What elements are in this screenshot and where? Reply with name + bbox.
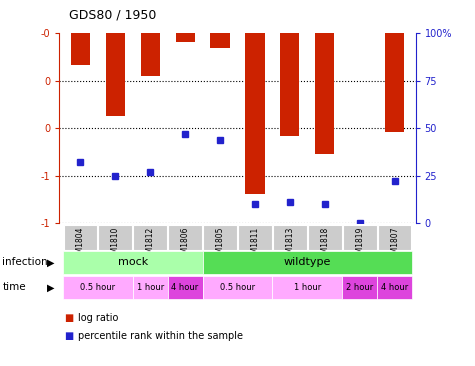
Text: time: time <box>2 282 26 292</box>
Text: GSM1813: GSM1813 <box>285 226 294 263</box>
Text: GDS80 / 1950: GDS80 / 1950 <box>69 9 156 22</box>
Bar <box>273 276 342 299</box>
Bar <box>71 33 90 65</box>
Bar <box>63 251 202 274</box>
Bar <box>315 33 334 154</box>
Bar <box>308 225 342 250</box>
Bar <box>63 276 133 299</box>
Text: GSM1804: GSM1804 <box>76 226 85 263</box>
Text: 4 hour: 4 hour <box>381 283 408 292</box>
Text: 2 hour: 2 hour <box>346 283 373 292</box>
Text: GSM1812: GSM1812 <box>146 226 155 262</box>
Text: GSM1811: GSM1811 <box>250 226 259 262</box>
Text: ▶: ▶ <box>47 282 55 292</box>
Text: wildtype: wildtype <box>284 257 331 268</box>
Bar <box>377 276 412 299</box>
Text: GSM1807: GSM1807 <box>390 226 399 263</box>
Text: GSM1818: GSM1818 <box>320 226 329 262</box>
Bar <box>280 33 300 137</box>
Bar <box>168 276 202 299</box>
Bar <box>168 225 202 250</box>
Text: 4 hour: 4 hour <box>171 283 199 292</box>
Bar <box>141 33 160 76</box>
Bar <box>64 225 97 250</box>
Text: 0.5 hour: 0.5 hour <box>80 283 115 292</box>
Text: infection: infection <box>2 257 48 268</box>
Bar <box>246 33 265 194</box>
Bar <box>133 276 168 299</box>
Text: percentile rank within the sample: percentile rank within the sample <box>78 331 243 341</box>
Bar <box>202 251 412 274</box>
Bar <box>210 33 229 48</box>
Text: GSM1805: GSM1805 <box>216 226 225 263</box>
Text: log ratio: log ratio <box>78 313 119 323</box>
Bar <box>378 225 411 250</box>
Text: 1 hour: 1 hour <box>294 283 321 292</box>
Text: GSM1806: GSM1806 <box>180 226 190 263</box>
Text: ▶: ▶ <box>47 257 55 268</box>
Bar <box>203 225 237 250</box>
Bar <box>343 225 377 250</box>
Bar <box>98 225 132 250</box>
Bar <box>105 33 125 116</box>
Text: mock: mock <box>118 257 148 268</box>
Text: GSM1810: GSM1810 <box>111 226 120 263</box>
Bar <box>342 276 377 299</box>
Bar <box>273 225 307 250</box>
Text: ■: ■ <box>64 331 73 341</box>
Bar <box>133 225 167 250</box>
Bar <box>202 276 273 299</box>
Bar <box>385 33 404 132</box>
Bar <box>175 33 195 42</box>
Text: ■: ■ <box>64 313 73 323</box>
Text: 0.5 hour: 0.5 hour <box>220 283 255 292</box>
Text: 1 hour: 1 hour <box>136 283 164 292</box>
Bar <box>238 225 272 250</box>
Text: GSM1819: GSM1819 <box>355 226 364 263</box>
